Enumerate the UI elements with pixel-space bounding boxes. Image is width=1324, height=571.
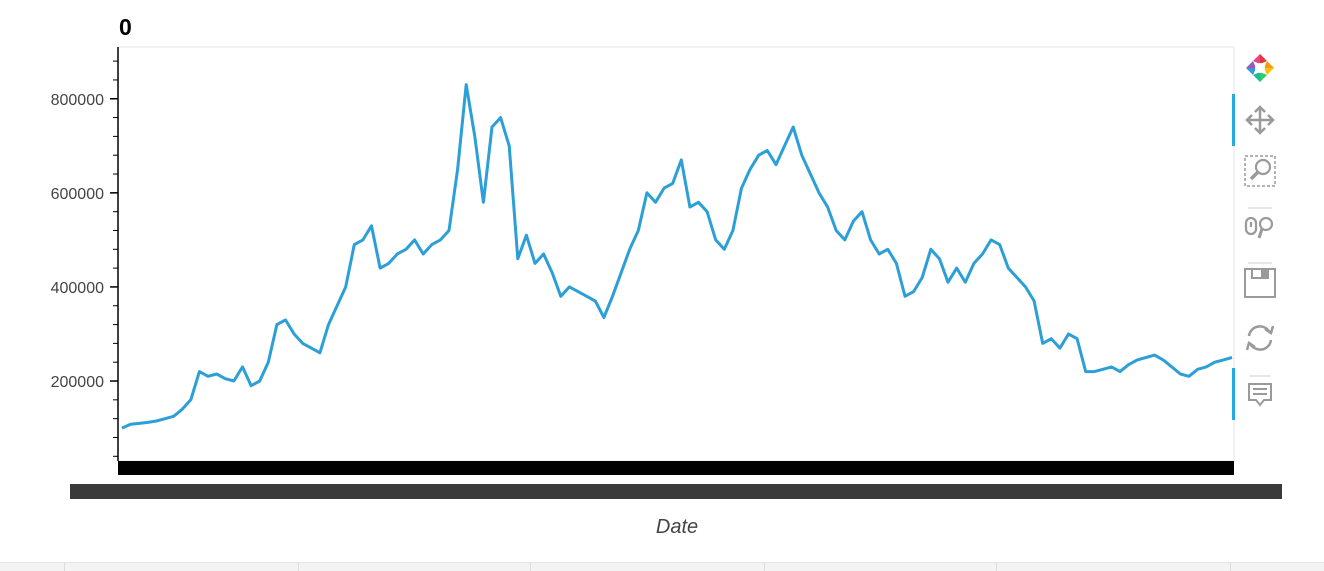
- hover-tool-icon[interactable]: [1242, 374, 1278, 410]
- series-line-group: [121, 83, 1233, 430]
- strip-separator: [764, 563, 765, 571]
- reset-tool-icon[interactable]: [1242, 320, 1278, 356]
- y-tick-label: 600000: [51, 186, 104, 203]
- strip-separator: [64, 563, 65, 571]
- strip-separator: [996, 563, 997, 571]
- save-tool-icon[interactable]: [1242, 262, 1278, 298]
- toolbar: [1232, 40, 1286, 430]
- bokeh-logo-icon[interactable]: [1242, 50, 1278, 86]
- y-axis-ticks: 200000 400000 600000 800000: [51, 60, 118, 457]
- strip-separator: [1230, 563, 1231, 571]
- y-tick-label: 400000: [51, 280, 104, 297]
- strip-separator: [530, 563, 531, 571]
- strip-separator: [298, 563, 299, 571]
- bottom-table-strip: [0, 562, 1324, 571]
- box-zoom-tool-icon[interactable]: [1242, 154, 1278, 190]
- wheel-zoom-tool-icon[interactable]: [1242, 206, 1278, 242]
- x-axis-label: Date: [656, 516, 698, 538]
- pan-tool-icon[interactable]: [1242, 102, 1278, 138]
- y-tick-label: 200000: [51, 374, 104, 391]
- plot-frame: [117, 46, 1235, 462]
- x-axis-tick-band: [118, 461, 1234, 475]
- y-tick-label: 800000: [51, 92, 104, 109]
- chart-title: 0: [119, 14, 132, 40]
- pan-active-indicator: [1232, 94, 1235, 146]
- series-line: [121, 83, 1233, 430]
- x-axis-tick-labels-overlap: [70, 484, 1282, 499]
- hover-active-indicator: [1232, 368, 1235, 420]
